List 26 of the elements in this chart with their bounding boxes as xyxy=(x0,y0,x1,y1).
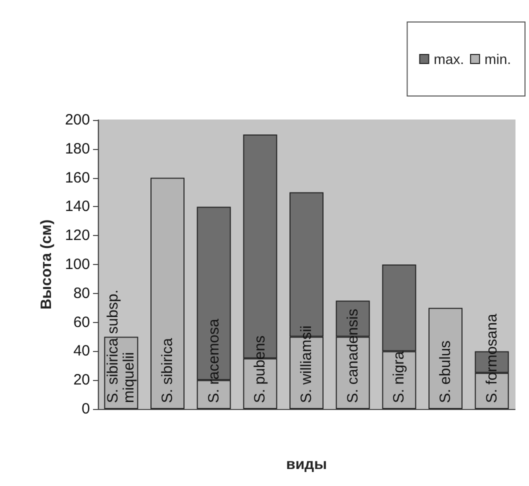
x-tick-label: S. williamsii xyxy=(298,325,315,403)
y-tick-label: 180 xyxy=(64,140,90,158)
y-tick-label: 80 xyxy=(73,284,90,302)
y-tick-label: 0 xyxy=(82,400,90,418)
x-tick-label: S. ebulus xyxy=(437,340,454,403)
y-tick-label: 20 xyxy=(73,372,90,389)
x-tick-label: S. sibirica xyxy=(159,337,176,403)
x-tick-label: S. racemosa xyxy=(205,318,222,403)
y-tick-label: 200 xyxy=(64,112,90,128)
bar xyxy=(428,308,462,409)
y-axis-title: Высота (см) xyxy=(38,219,55,310)
legend-label: max. xyxy=(434,51,464,67)
x-tick-label: S. pubens xyxy=(252,335,269,403)
bar xyxy=(150,178,184,409)
y-tick-label: 100 xyxy=(64,256,90,273)
legend-label: min. xyxy=(484,51,512,67)
x-tick-label: S. nigra xyxy=(390,350,408,403)
y-tick-label: 60 xyxy=(73,314,90,331)
x-tick-label: S. sibirica subsp. miquelii xyxy=(104,285,138,403)
y-tick-label: 140 xyxy=(64,198,90,216)
x-tick-label: S. canadensis xyxy=(344,308,362,403)
y-tick-label: 40 xyxy=(73,342,90,360)
x-axis-title: виды xyxy=(286,456,327,473)
y-tick-label: 160 xyxy=(64,169,90,186)
x-tick-label: S. formosana xyxy=(483,313,500,403)
y-tick-label: 120 xyxy=(64,227,90,244)
